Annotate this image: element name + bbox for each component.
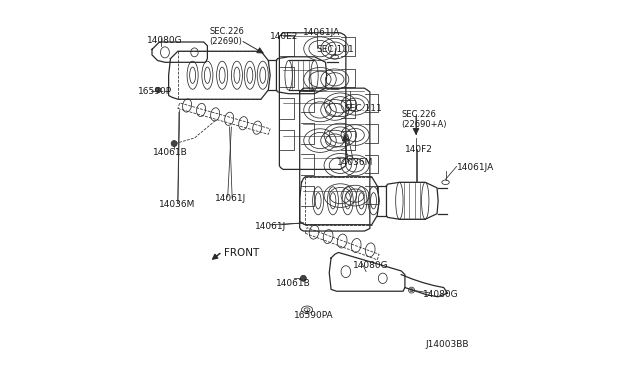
Text: SEC.111: SEC.111: [344, 104, 381, 113]
Text: 16590PA: 16590PA: [294, 311, 334, 320]
Text: SEC.226
(22690+A): SEC.226 (22690+A): [401, 110, 447, 129]
Text: 14080G: 14080G: [353, 261, 389, 270]
Text: 14036M: 14036M: [159, 200, 196, 209]
Ellipse shape: [300, 275, 307, 281]
Text: FRONT: FRONT: [224, 248, 259, 258]
Text: 140F2: 140F2: [405, 145, 433, 154]
Text: J14003BB: J14003BB: [425, 340, 468, 349]
Text: SEC.111: SEC.111: [316, 45, 354, 54]
Text: 14080G: 14080G: [147, 36, 182, 45]
Text: 16590P: 16590P: [138, 87, 172, 96]
Ellipse shape: [172, 141, 177, 147]
Text: 14036M: 14036M: [337, 157, 373, 167]
Text: 14061B: 14061B: [153, 148, 188, 157]
Text: 14061J: 14061J: [215, 195, 246, 203]
Text: 140E2: 140E2: [270, 32, 298, 41]
Text: 14061JA: 14061JA: [456, 163, 494, 172]
Text: 14061J: 14061J: [255, 222, 287, 231]
Text: 14061JA: 14061JA: [303, 28, 340, 37]
Text: 14061B: 14061B: [276, 279, 310, 288]
Ellipse shape: [156, 87, 161, 93]
Text: SEC.226
(22690): SEC.226 (22690): [209, 27, 244, 46]
Text: 14080G: 14080G: [424, 291, 459, 299]
